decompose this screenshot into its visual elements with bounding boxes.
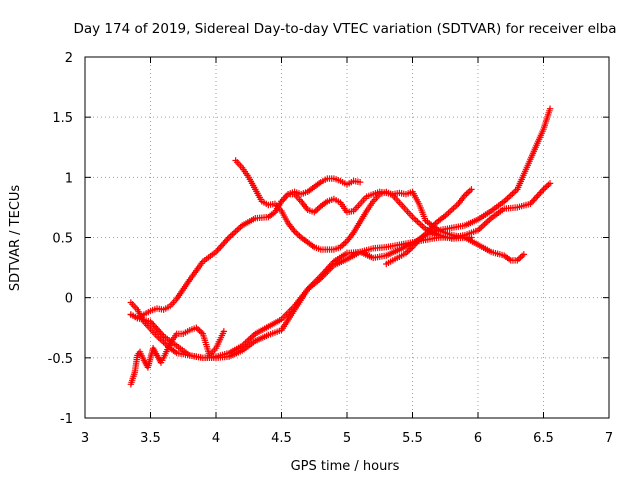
- x-tick-label: 6.5: [533, 431, 554, 446]
- x-tick-label: 5.5: [402, 431, 423, 446]
- series-track-4: [127, 324, 228, 388]
- data-point: [520, 251, 528, 258]
- data-point: [546, 105, 554, 112]
- y-tick-label: 1.5: [52, 111, 73, 126]
- data-point: [220, 328, 228, 335]
- axis-ticks: 3 3.5 4 4.5 5 5.5 6 6.5 7 -1 -0.5 0 0.5 1 1.5 2: [48, 51, 614, 446]
- data-point: [468, 234, 475, 241]
- x-tick-label: 3: [81, 431, 89, 446]
- grid: [85, 57, 609, 418]
- y-tick-label: 0: [65, 292, 73, 307]
- x-tick-label: 5: [343, 431, 351, 446]
- x-tick-label: 3.5: [140, 431, 161, 446]
- x-axis-label: GPS time / hours: [291, 459, 400, 474]
- y-tick-label: 2: [65, 51, 73, 66]
- y-axis-label: SDTVAR / TECUs: [8, 185, 23, 292]
- data-point: [546, 180, 554, 187]
- x-tick-label: 4.5: [271, 431, 292, 446]
- chart-title: Day 174 of 2019, Sidereal Day-to-day VTE…: [73, 21, 616, 37]
- data-series: [127, 105, 554, 388]
- x-tick-label: 6: [474, 431, 482, 446]
- y-tick-label: 1: [65, 171, 73, 186]
- x-tick-label: 4: [212, 431, 220, 446]
- data-point: [356, 178, 364, 186]
- x-tick-label: 7: [605, 431, 613, 446]
- y-tick-label: 0.5: [52, 232, 73, 247]
- y-tick-label: -1: [60, 412, 73, 427]
- series-track-7: [383, 186, 475, 268]
- y-tick-label: -0.5: [48, 352, 73, 367]
- data-point: [468, 186, 475, 193]
